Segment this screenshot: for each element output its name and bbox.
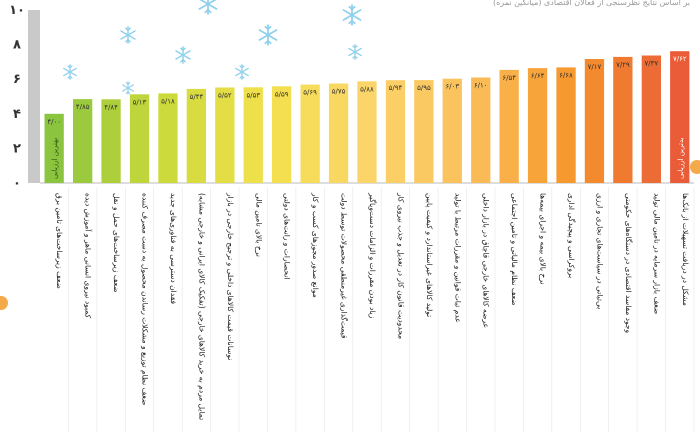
snowflake-icon [342, 4, 362, 26]
y-axis-strip [28, 10, 40, 183]
bar-value-label: ۶/۶۸ [559, 71, 573, 79]
bar [385, 80, 406, 183]
category-label: ضعف بازار سرمایه در تامین مالی تولید [652, 193, 661, 314]
bar-value-label: ۵/۸۸ [360, 85, 374, 93]
category-label: عدم ثبات قوانین و مقررات مرتبط با تولید [453, 193, 462, 323]
bar [328, 83, 349, 183]
bar-value-label: ۵/۵۳ [246, 91, 260, 99]
bar [300, 84, 320, 183]
category-label: ضعف نظام مالیاتی و تامین اجتماعی [510, 193, 519, 306]
category-label: نرخ بالای بیمه و اجرای بیمه‌ها [539, 193, 548, 285]
bar-value-label: ۴/۸۵ [76, 103, 90, 111]
bar [44, 113, 64, 183]
snowflake-icon [121, 81, 135, 95]
bar-value-label: ۶/۱۰ [474, 82, 488, 90]
bar [641, 55, 661, 183]
y-tick-label: ۲ [13, 141, 21, 156]
bar [414, 80, 434, 183]
category-label: انحصارات و رانت‌های دولتی [283, 193, 292, 279]
category-label: ضعف زیرساخت‌های حمل و نقل [112, 193, 121, 293]
category-label: موانع صدور مجوزهای کسب و کار [311, 192, 320, 298]
bar [73, 99, 93, 183]
category-label: بی‌ثباتی در سیاست‌های تجاری و ارزی [596, 193, 605, 309]
bar-value-label: ۵/۷۵ [332, 88, 346, 96]
bar [527, 68, 548, 183]
bar-value-label: ۵/۹۴ [389, 84, 403, 92]
y-tick-label: ۰ [13, 176, 21, 191]
snowflake-icon [235, 64, 249, 80]
category-label: قیمت‌گذاری غیرمنطقی محصولات توسط دولت [340, 193, 349, 339]
category-label: ضعف نظام توزیع و مشکلات رساندن محصول به … [141, 193, 150, 405]
snowflake-icon [63, 64, 77, 80]
y-tick-label: ۱۰ [9, 3, 25, 18]
bar [556, 67, 576, 183]
category-labels: ضعف زیرساخت‌های تامین برق کمبود نیروی انس… [55, 187, 695, 432]
category-label: مشکل در دریافت تسهیلات از بانک‌ها [681, 193, 690, 306]
snowflake-icon [348, 44, 362, 60]
bar-value-label: ۷/۳۷ [644, 60, 658, 68]
bar-value-label: ۶/۵۴ [502, 74, 516, 82]
bar-series: ۴/۰۰ بهترین ارزیابی ۴/۸۵ ۴/۸۴ ۵/۱۳ ۵/۱۸ ۵/۴۴ ۵/… [44, 51, 690, 184]
snowflake-icon [120, 26, 136, 44]
bar-value-label: ۶/۰۳ [445, 83, 459, 91]
bar-value-label: ۷/۱۷ [588, 63, 602, 71]
bar [158, 93, 178, 183]
bar-value-label: ۷/۶۲ [673, 55, 687, 63]
y-tick-label: ۶ [13, 72, 21, 87]
category-label: فقدان دسترسی به فناوری‌های جدید [169, 193, 178, 304]
bar [272, 86, 292, 183]
bar-value-label: ۵/۱۸ [161, 97, 175, 105]
snowflake-icon [258, 24, 278, 46]
decor-dot-left [0, 296, 8, 310]
bar-value-label: ۵/۱۳ [133, 98, 147, 106]
bar-annotation: بهترین ارزیابی [51, 138, 59, 179]
bar [613, 56, 633, 183]
bar-value-label: ۵/۵۲ [218, 92, 232, 100]
bar [215, 87, 235, 183]
snowflake-decorations [63, 0, 362, 95]
category-label: کمبود نیروی انسانی ماهر و آموزش دیده [84, 193, 94, 319]
bar [471, 77, 491, 183]
category-label: عرضه کالاهای خارجی قاچاق در بازار داخلی [482, 193, 491, 328]
bar-value-label: ۵/۹۵ [417, 84, 431, 92]
bar [499, 69, 519, 183]
bar [357, 81, 377, 183]
category-label: وجود مفاسد اقتصادی در دستگاه‌های حکومتی [624, 193, 633, 334]
bar [186, 88, 206, 183]
bar [442, 78, 462, 183]
bar [584, 59, 605, 183]
chart-header-text: بر اساس نتایج نظرسنجی از فعالان اقتصادی … [492, 0, 690, 7]
y-tick-label: ۸ [13, 38, 21, 53]
bar-value-label: ۴/۸۴ [104, 103, 118, 111]
bar [670, 51, 690, 184]
y-tick-label: ۴ [13, 107, 21, 122]
bar-value-label: ۵/۴۴ [190, 93, 204, 101]
category-label: ضعف زیرساخت‌های تامین برق [55, 193, 64, 289]
bar-value-label: ۵/۵۹ [275, 90, 289, 98]
bar [101, 99, 121, 183]
bar [243, 87, 263, 183]
snowflake-icon [175, 46, 191, 64]
category-label: تولید کالاهای غیراستاندارد و کیفیت پایین [425, 193, 434, 317]
bar-value-label: ۵/۶۹ [303, 89, 317, 97]
category-label: زیاد بودن مقررات و الزامات دست‌وپاگیر [368, 192, 377, 319]
category-label: محدودیت قانون کار در تعدیل و جذب نیروی ک… [396, 192, 405, 339]
bar [129, 94, 150, 183]
bar-value-label: ۴/۰۰ [47, 118, 61, 126]
bar-annotation: بدترین ارزیابی [677, 137, 685, 179]
category-label: بروکراسی و پیچیدگی اداری [567, 193, 576, 278]
bar-value-label: ۶/۶۴ [531, 72, 545, 80]
category-label: تمایل مردم به خرید کالاهای خارجی (تفکیک … [197, 193, 206, 420]
decor-dot-right [690, 160, 700, 174]
category-label: نرخ بالای تامین مالی [254, 193, 263, 257]
bar-value-label: ۷/۲۹ [616, 61, 630, 69]
snowflake-icon [198, 0, 218, 15]
category-label: نوسانات قیمت کالاهای داخلی و ترجیح خارجی… [226, 192, 235, 360]
